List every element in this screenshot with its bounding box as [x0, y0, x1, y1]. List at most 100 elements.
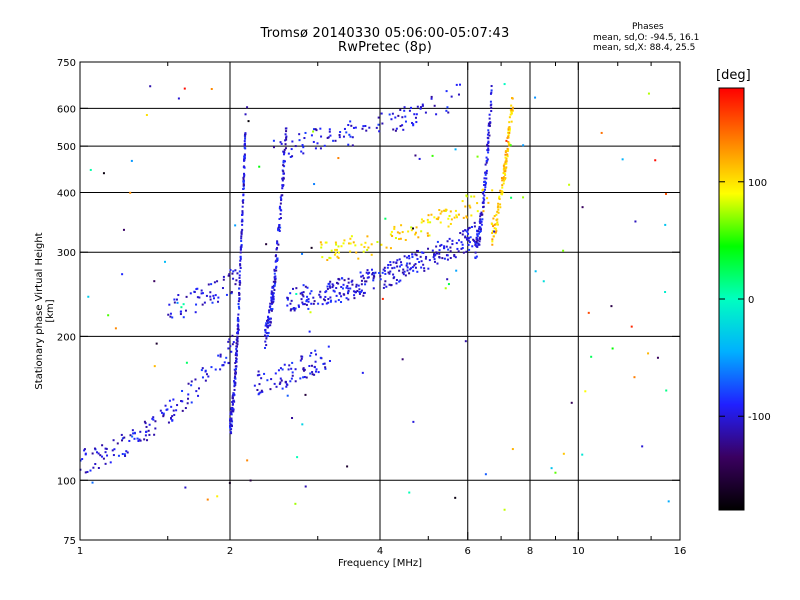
echo-point — [221, 287, 224, 290]
echo-point — [240, 237, 243, 240]
echo-point — [353, 297, 356, 300]
echo-point — [493, 214, 496, 217]
chart-title: Tromsø 20140330 05:06:00-05:07:43 — [260, 26, 510, 41]
echo-point — [217, 354, 220, 357]
echo-point — [265, 337, 268, 340]
echo-point — [334, 300, 337, 303]
echo-point — [275, 269, 278, 272]
echo-point — [493, 227, 496, 230]
echo-point — [325, 302, 328, 305]
echo-point — [416, 270, 419, 273]
echo-point — [406, 256, 409, 259]
echo-point — [395, 262, 398, 265]
echo-point — [278, 224, 281, 227]
echo-point — [487, 201, 490, 204]
noise-point — [312, 130, 315, 133]
echo-point — [313, 300, 316, 303]
echo-point — [474, 256, 477, 259]
echo-point — [205, 373, 208, 376]
echo-point — [484, 163, 487, 166]
echo-point — [172, 398, 175, 401]
echo-point — [259, 391, 262, 394]
echo-point — [272, 300, 275, 303]
echo-point — [476, 202, 479, 205]
echo-point — [195, 303, 198, 306]
y-tick-label: 750 — [57, 58, 76, 69]
echo-point — [427, 267, 430, 270]
echo-point — [349, 120, 352, 123]
echo-point — [426, 232, 429, 235]
echo-point — [281, 187, 284, 190]
echo-point — [489, 121, 492, 124]
echo-point — [442, 247, 445, 250]
echo-point — [360, 290, 363, 293]
echo-point — [502, 168, 505, 171]
x-tick-label: 2 — [227, 546, 233, 557]
echo-point — [467, 239, 470, 242]
echo-point — [384, 272, 387, 275]
echo-point — [385, 285, 388, 288]
echo-point — [270, 309, 273, 312]
echo-point — [410, 106, 413, 109]
echo-point — [368, 126, 371, 129]
echo-point — [267, 331, 270, 334]
echo-point — [473, 195, 476, 198]
echo-point — [491, 223, 494, 226]
echo-point — [290, 367, 293, 370]
echo-point — [348, 242, 351, 245]
noise-point — [180, 306, 183, 309]
echo-point — [228, 338, 231, 341]
echo-point — [94, 463, 97, 466]
echo-point — [502, 176, 505, 179]
echo-point — [450, 218, 453, 221]
echo-point — [239, 264, 242, 267]
echo-point — [461, 233, 464, 236]
echo-point — [263, 334, 266, 337]
echo-point — [323, 144, 326, 147]
echo-point — [238, 279, 241, 282]
echo-point — [487, 144, 490, 147]
echo-point — [358, 288, 361, 291]
echo-point — [502, 179, 505, 182]
echo-point — [229, 427, 232, 430]
echo-point — [237, 323, 240, 326]
noise-point — [310, 246, 313, 249]
echo-point — [154, 420, 157, 423]
echo-point — [510, 112, 513, 115]
noise-point — [176, 301, 179, 304]
noise-point — [163, 260, 166, 263]
noise-point — [667, 500, 670, 503]
echo-point — [502, 182, 505, 185]
echo-point — [395, 127, 398, 130]
echo-point — [291, 287, 294, 290]
echo-point — [270, 378, 273, 381]
echo-point — [237, 313, 240, 316]
x-tick-label: 4 — [377, 546, 383, 557]
echo-point — [382, 286, 385, 289]
echo-point — [370, 253, 373, 256]
echo-point — [365, 129, 368, 132]
echo-point — [481, 218, 484, 221]
echo-point — [386, 266, 389, 269]
echo-point — [357, 257, 360, 260]
echo-point — [321, 256, 324, 259]
noise-point — [309, 311, 312, 314]
echo-point — [294, 380, 297, 383]
echo-point — [171, 316, 174, 319]
noise-point — [145, 114, 148, 117]
echo-point — [426, 218, 429, 221]
echo-point — [473, 239, 476, 242]
echo-point — [496, 221, 499, 224]
echo-point — [120, 433, 123, 436]
echo-point — [500, 190, 503, 193]
echo-point — [253, 384, 256, 387]
echo-point — [177, 294, 180, 297]
noise-point — [534, 96, 537, 99]
echo-point — [510, 97, 513, 100]
echo-point — [324, 299, 327, 302]
echo-point — [241, 228, 244, 231]
echo-point — [314, 147, 317, 150]
echo-point — [483, 177, 486, 180]
echo-point — [449, 246, 452, 249]
echo-point — [488, 122, 491, 125]
